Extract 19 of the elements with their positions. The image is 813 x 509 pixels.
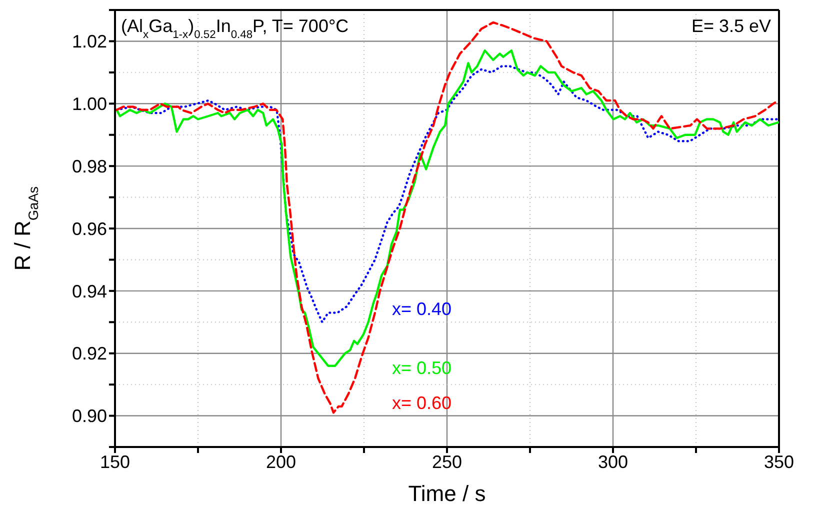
y-tick-label: 0.96	[72, 218, 107, 239]
x-tick-label: 300	[598, 452, 628, 472]
x-tick-label: 250	[432, 452, 462, 472]
x-axis-title: Time / s	[408, 481, 486, 506]
x-tick-label: 350	[764, 452, 794, 472]
y-tick-label: 1.02	[72, 32, 107, 52]
x-tick-label: 150	[100, 452, 130, 472]
y-tick-label: 1.00	[72, 94, 107, 114]
annotation: E= 3.5 eV	[691, 16, 771, 36]
x-tick-label: 200	[266, 452, 296, 472]
series-label: x= 0.40	[392, 299, 452, 319]
text: x= 0.60	[392, 393, 452, 413]
text: x= 0.50	[392, 358, 452, 378]
y-tick-label: 0.98	[72, 156, 107, 176]
line-series	[116, 21, 779, 414]
chart-title: (Al$_{x}$Ga$_{1-x}$)$_{0.52}$In$_{0.48}$P, T= 700°C	[121, 16, 349, 41]
text: 0.90	[72, 406, 107, 426]
y-tick-label: 0.92	[72, 344, 107, 364]
y-tick-label: 0.94	[72, 281, 107, 302]
